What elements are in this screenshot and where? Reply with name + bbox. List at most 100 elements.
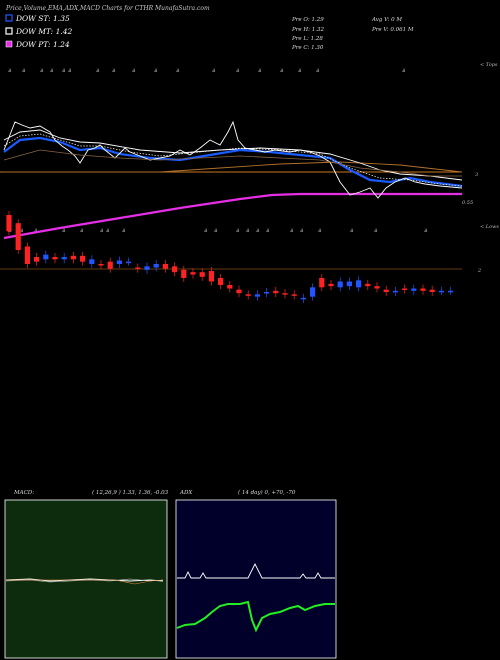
candle-body <box>227 285 233 289</box>
top-marker: Ѧ <box>7 68 12 74</box>
candle-body <box>15 223 21 250</box>
legend-dow-mt: DOW MT: 1.42 <box>15 27 73 36</box>
low-marker: Ѧ <box>105 228 110 234</box>
top-marker: Ѧ <box>111 68 116 74</box>
legend-swatch-dow-pt <box>5 40 13 48</box>
level-055-label: 0.55 <box>462 200 473 206</box>
legend: DOW ST: 1.35 DOW MT: 1.42 DOW PT: 1.24 <box>5 14 73 49</box>
low-marker: Ѧ <box>349 228 354 234</box>
candle-body <box>190 272 196 275</box>
candle-body <box>300 297 306 300</box>
adx-line <box>177 562 335 579</box>
ema-mt-line <box>3 129 463 181</box>
candle-body <box>218 278 224 285</box>
level-2-label: 2 <box>477 268 481 274</box>
top-marker: Ѧ <box>175 68 180 74</box>
low-marker: Ѧ <box>19 228 24 234</box>
candle-body <box>264 292 270 294</box>
candle-body <box>420 288 426 291</box>
candle-body <box>438 290 444 293</box>
candlestick-series <box>6 211 454 303</box>
candle-body <box>34 257 40 262</box>
candle-body <box>153 264 159 268</box>
low-marker: Ѧ <box>289 228 294 234</box>
candle-body <box>448 290 454 293</box>
candle-body <box>172 266 178 273</box>
candle-body <box>383 289 389 292</box>
macd-histogram-line <box>6 579 164 585</box>
candle-body <box>310 287 316 297</box>
top-marker: Ѧ <box>315 68 320 74</box>
lows-label: < Lows <box>480 224 499 230</box>
candle-body <box>135 267 141 269</box>
candle-body <box>107 261 113 269</box>
candle-body <box>273 290 279 294</box>
candle-body <box>24 246 30 264</box>
chart-title: Price,Volume,EMA,ADX,MACD Charts for CTH… <box>5 5 210 12</box>
legend-dow-st: DOW ST: 1.35 <box>15 14 70 23</box>
candle-body <box>6 215 12 232</box>
top-marker: Ѧ <box>297 68 302 74</box>
adx-panel <box>175 499 337 659</box>
candle-body <box>411 288 417 291</box>
top-marker: Ѧ <box>235 68 240 74</box>
ema-st-line <box>3 136 463 188</box>
tops-label: < Tops <box>480 62 498 68</box>
candle-body <box>52 257 58 260</box>
candle-body <box>98 264 104 266</box>
candle-body <box>61 257 67 260</box>
candle-body <box>89 259 95 264</box>
low-marker: Ѧ <box>373 228 378 234</box>
candle-body <box>236 289 242 294</box>
level-3-label: 3 <box>475 172 478 178</box>
brown-ema-line <box>3 149 462 177</box>
candle-body <box>328 283 334 287</box>
macd-params: ( 12,26,9 ) 1.33, 1.36, -0.03 <box>92 489 169 496</box>
price-info: Pre O: 1.29 Pre H: 1.32 Pre L: 1.28 Pre … <box>291 17 414 51</box>
top-marker: Ѧ <box>401 68 406 74</box>
low-marker: Ѧ <box>79 228 84 234</box>
candle-body <box>43 254 49 260</box>
dotted-ema-line <box>3 133 463 187</box>
low-marker: Ѧ <box>235 228 240 234</box>
candle-body <box>356 280 362 288</box>
low-marker: Ѧ <box>423 228 428 234</box>
low-marker: Ѧ <box>99 228 104 234</box>
legend-swatch-dow-mt <box>5 27 13 35</box>
candle-body <box>254 294 260 297</box>
top-marker: Ѧ <box>153 68 158 74</box>
top-marker: Ѧ <box>61 68 66 74</box>
info-prev-volume: Pre V: 0.061 M <box>371 27 414 33</box>
low-marker: Ѧ <box>255 228 260 234</box>
candle-body <box>80 255 86 262</box>
adx-params: ( 14 day) 0, +70, -70 <box>238 489 296 496</box>
legend-dow-pt: DOW PT: 1.24 <box>15 40 70 49</box>
long-ema-line <box>3 192 462 240</box>
candle-body <box>70 255 76 260</box>
top-marker: Ѧ <box>95 68 100 74</box>
candle-body <box>282 293 288 295</box>
info-close: Pre C: 1.30 <box>291 45 324 51</box>
adx-di-line <box>176 600 335 633</box>
orange-ema-line <box>4 161 463 173</box>
candle-body <box>245 294 251 296</box>
candle-body <box>392 290 398 293</box>
low-marker: Ѧ <box>299 228 304 234</box>
top-marker: Ѧ <box>131 68 136 74</box>
info-open: Pre O: 1.29 <box>291 17 324 23</box>
candle-body <box>116 260 122 264</box>
candle-body <box>208 271 214 282</box>
top-marker: Ѧ <box>279 68 284 74</box>
low-marker: Ѧ <box>121 228 126 234</box>
candle-body <box>429 289 435 292</box>
legend-swatch-dow-st <box>5 14 13 22</box>
candle-body <box>319 278 325 288</box>
info-low: Pre L: 1.28 <box>291 36 323 42</box>
macd-label: MACD: <box>13 490 34 496</box>
top-marker: Ѧ <box>211 68 216 74</box>
candle-body <box>126 261 132 264</box>
low-marker: Ѧ <box>245 228 250 234</box>
price-line <box>3 120 463 199</box>
info-high: Pre H: 1.32 <box>291 27 324 33</box>
